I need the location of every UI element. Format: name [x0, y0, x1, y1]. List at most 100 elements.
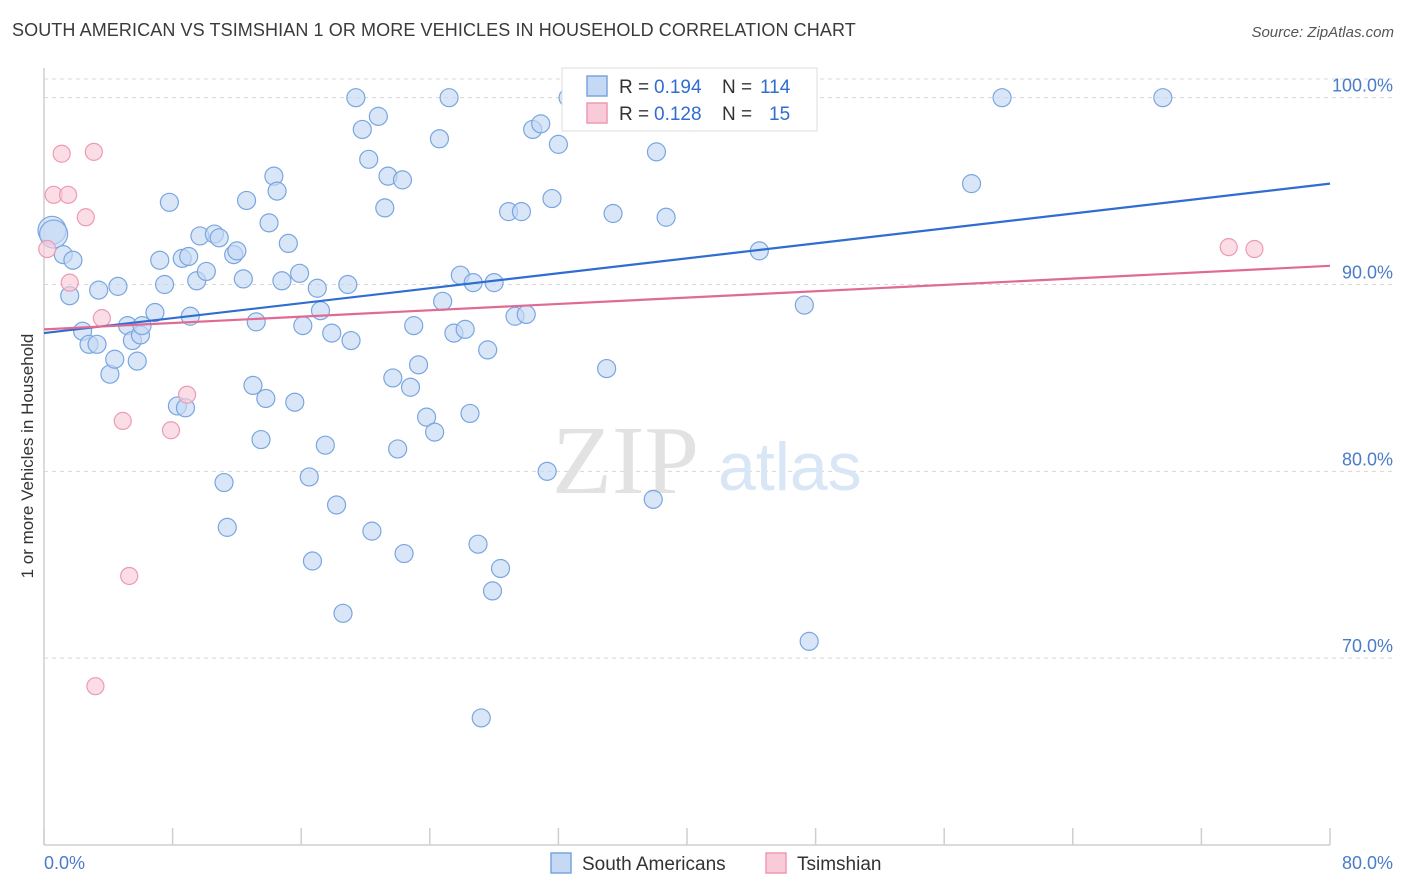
- point-south-americans-69: [416, 407, 437, 427]
- point-south-americans-17: [145, 302, 165, 323]
- point-south-americans-82: [484, 273, 504, 293]
- point-south-americans-113: [597, 358, 617, 379]
- bottom-legend-swatch-blue: [550, 852, 572, 874]
- point-tsimshian-12: [177, 385, 197, 404]
- point-south-americans-65: [394, 543, 414, 564]
- point-south-americans-105: [961, 174, 982, 194]
- point-south-americans-55: [341, 330, 361, 351]
- point-tsimshian-7: [86, 677, 105, 696]
- point-south-americans-103: [799, 631, 819, 651]
- point-south-americans-3: [63, 250, 83, 270]
- point-south-americans-34: [233, 269, 253, 289]
- series-south-americans: [37, 88, 1173, 728]
- point-south-americans-68: [408, 355, 429, 375]
- point-south-americans-99: [531, 114, 551, 134]
- y-axis-title: 1 or more Vehicles in Household: [18, 334, 37, 579]
- point-south-americans-61: [375, 198, 395, 218]
- point-south-americans-48: [307, 278, 327, 298]
- point-south-americans-53: [333, 603, 353, 623]
- point-south-americans-14: [127, 351, 147, 371]
- point-south-americans-67: [404, 316, 424, 336]
- x-tick-label-80: 80.0%: [1342, 853, 1393, 873]
- point-south-americans-45: [289, 263, 310, 283]
- x-tick-marks: [43, 828, 1331, 845]
- point-south-americans-87: [516, 304, 536, 325]
- point-south-americans-91: [548, 134, 569, 154]
- point-tsimshian-6: [84, 142, 103, 161]
- point-south-americans-52: [326, 495, 347, 515]
- legend-n-value-2: 15: [769, 104, 790, 125]
- series-tsimshian: [38, 142, 1264, 696]
- point-south-americans-35: [236, 190, 257, 211]
- point-south-americans-60: [368, 106, 388, 126]
- point-south-americans-81: [482, 581, 503, 601]
- watermark-atlas: atlas: [718, 429, 862, 505]
- legend-n-label-2: N =: [722, 104, 752, 125]
- point-south-americans-111: [246, 312, 266, 332]
- point-south-americans-63: [388, 439, 408, 459]
- point-south-americans-43: [278, 233, 298, 254]
- legend-r-value-1: 0.194: [654, 77, 702, 98]
- point-south-americans-44: [285, 392, 305, 412]
- point-south-americans-90: [542, 188, 562, 209]
- trend-lines: [43, 182, 1331, 335]
- legend-n-value-1: 114: [760, 77, 791, 98]
- point-south-americans-89: [537, 461, 557, 481]
- point-south-americans-10: [105, 349, 125, 369]
- point-tsimshian-11: [161, 421, 181, 440]
- point-south-americans-8: [89, 280, 109, 300]
- point-south-americans-37: [251, 429, 271, 450]
- point-south-americans-51: [322, 323, 342, 343]
- bottom-legend-label-tsimshian: Tsimshian: [797, 854, 881, 875]
- point-south-americans-102: [794, 295, 814, 315]
- y-tick-label-80: 80.0%: [1342, 449, 1393, 469]
- point-south-americans-31: [217, 517, 237, 537]
- point-south-americans-110: [179, 246, 199, 267]
- point-south-americans-80: [478, 340, 498, 360]
- point-south-americans-83: [490, 558, 511, 579]
- point-tsimshian-2: [52, 144, 71, 163]
- point-south-americans-19: [154, 274, 175, 295]
- point-tsimshian-5: [76, 208, 95, 227]
- point-south-americans-72: [433, 291, 453, 311]
- legend-r-label-2: R =: [619, 104, 649, 125]
- bottom-legend-swatch-pink: [765, 852, 787, 874]
- point-south-americans-36: [243, 375, 263, 395]
- point-south-americans-11: [108, 276, 128, 296]
- source-label: Source: ZipAtlas.com: [1251, 24, 1394, 41]
- point-tsimshian-14: [1245, 239, 1264, 259]
- point-south-americans-97: [656, 207, 676, 227]
- point-tsimshian-0: [38, 239, 57, 259]
- chart-title: SOUTH AMERICAN VS TSIMSHIAN 1 OR MORE VE…: [12, 20, 856, 40]
- stats-legend: R = 0.194 N = 114 R = 0.128 N = 15: [561, 67, 818, 132]
- point-south-americans-47: [299, 467, 319, 487]
- point-south-americans-33: [227, 241, 247, 261]
- point-tsimshian-10: [120, 566, 139, 586]
- point-south-americans-50: [315, 435, 335, 455]
- point-south-americans-58: [359, 149, 379, 169]
- point-south-americans-106: [992, 88, 1012, 108]
- point-south-americans-20: [159, 192, 179, 212]
- point-south-americans-71: [429, 129, 450, 149]
- legend-swatch-pink: [586, 102, 608, 124]
- series-legend: South Americans Tsimshian: [550, 852, 881, 875]
- x-tick-label-0: 0.0%: [44, 853, 85, 873]
- legend-r-label-1: R =: [619, 77, 649, 98]
- point-south-americans-107: [1153, 88, 1173, 108]
- point-tsimshian-3: [59, 185, 78, 204]
- y-tick-label-90: 90.0%: [1342, 263, 1393, 283]
- point-south-americans-30: [214, 472, 234, 493]
- point-south-americans-76: [455, 319, 475, 339]
- point-south-americans-42: [272, 271, 292, 291]
- legend-n-label-1: N =: [722, 77, 752, 98]
- point-south-americans-7: [87, 334, 107, 354]
- gridlines: [44, 78, 1393, 659]
- point-south-americans-59: [362, 521, 382, 541]
- point-south-americans-18: [150, 250, 170, 270]
- point-south-americans-54: [338, 274, 358, 295]
- point-south-americans-29: [209, 228, 229, 248]
- point-tsimshian-4: [60, 273, 79, 292]
- point-south-americans-27: [196, 261, 216, 282]
- point-south-americans-39: [259, 213, 279, 233]
